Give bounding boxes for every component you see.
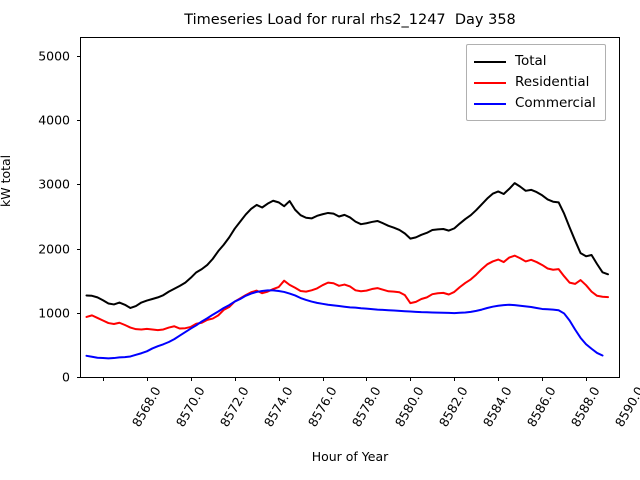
x-tick-mark (146, 377, 148, 381)
legend-swatch-icon (474, 81, 506, 84)
x-tick-label: 8568.0 (128, 384, 164, 430)
x-tick-label: 8574.0 (260, 384, 296, 430)
x-tick-mark (190, 377, 192, 381)
x-tick-mark (542, 377, 544, 381)
x-axis-label: Hour of Year (311, 449, 389, 464)
chart-legend: Total Residential Commercial (466, 44, 606, 121)
legend-item: Commercial (474, 93, 596, 114)
x-tick-label: 8578.0 (348, 384, 384, 430)
x-tick-mark (366, 377, 368, 381)
series-line-residential (85, 254, 610, 332)
legend-item: Residential (474, 72, 596, 93)
x-tick-label: 8586.0 (524, 384, 559, 430)
legend-item: Total (474, 51, 596, 72)
x-tick-label: 8588.0 (568, 384, 603, 430)
x-tick-mark (278, 377, 280, 381)
x-tick-mark (586, 377, 588, 381)
x-tick-mark (322, 377, 324, 381)
series-canvas (85, 182, 610, 360)
x-tick-mark (410, 377, 412, 381)
legend-label: Commercial (515, 94, 596, 111)
x-tick-label: 8576.0 (304, 384, 340, 430)
x-tick-mark (454, 377, 456, 381)
y-tick-mark (76, 120, 80, 122)
legend-label: Residential (515, 73, 590, 90)
y-tick-label: 0 (62, 369, 70, 385)
y-tick-label: 1000 (38, 305, 70, 321)
y-tick-label: 2000 (38, 241, 70, 257)
x-tick-mark (498, 377, 500, 381)
y-tick-mark (76, 377, 80, 378)
y-tick-label: 3000 (38, 176, 70, 192)
chart-title: Timeseries Load for rural rhs2_1247 Day … (184, 12, 516, 28)
x-tick-label: 8584.0 (480, 384, 516, 430)
x-tick-label: 8580.0 (392, 384, 428, 430)
x-tick-label: 8572.0 (216, 384, 252, 430)
x-tick-label: 8570.0 (172, 384, 208, 430)
x-tick-label: 8590.0 (611, 384, 640, 430)
x-tick-label: 8582.0 (436, 384, 472, 430)
legend-swatch-icon (474, 60, 506, 63)
y-tick-label: 4000 (38, 112, 70, 128)
y-tick-label: 5000 (38, 48, 70, 64)
y-tick-mark (76, 312, 80, 314)
y-tick-mark (76, 184, 80, 186)
y-tick-mark (76, 55, 80, 57)
legend-label: Total (515, 52, 547, 69)
x-tick-mark (102, 377, 104, 381)
x-tick-mark (234, 377, 236, 381)
legend-swatch-icon (474, 102, 506, 105)
series-line-total (85, 182, 610, 309)
series-line-commercial (85, 289, 604, 360)
y-tick-mark (76, 248, 80, 250)
